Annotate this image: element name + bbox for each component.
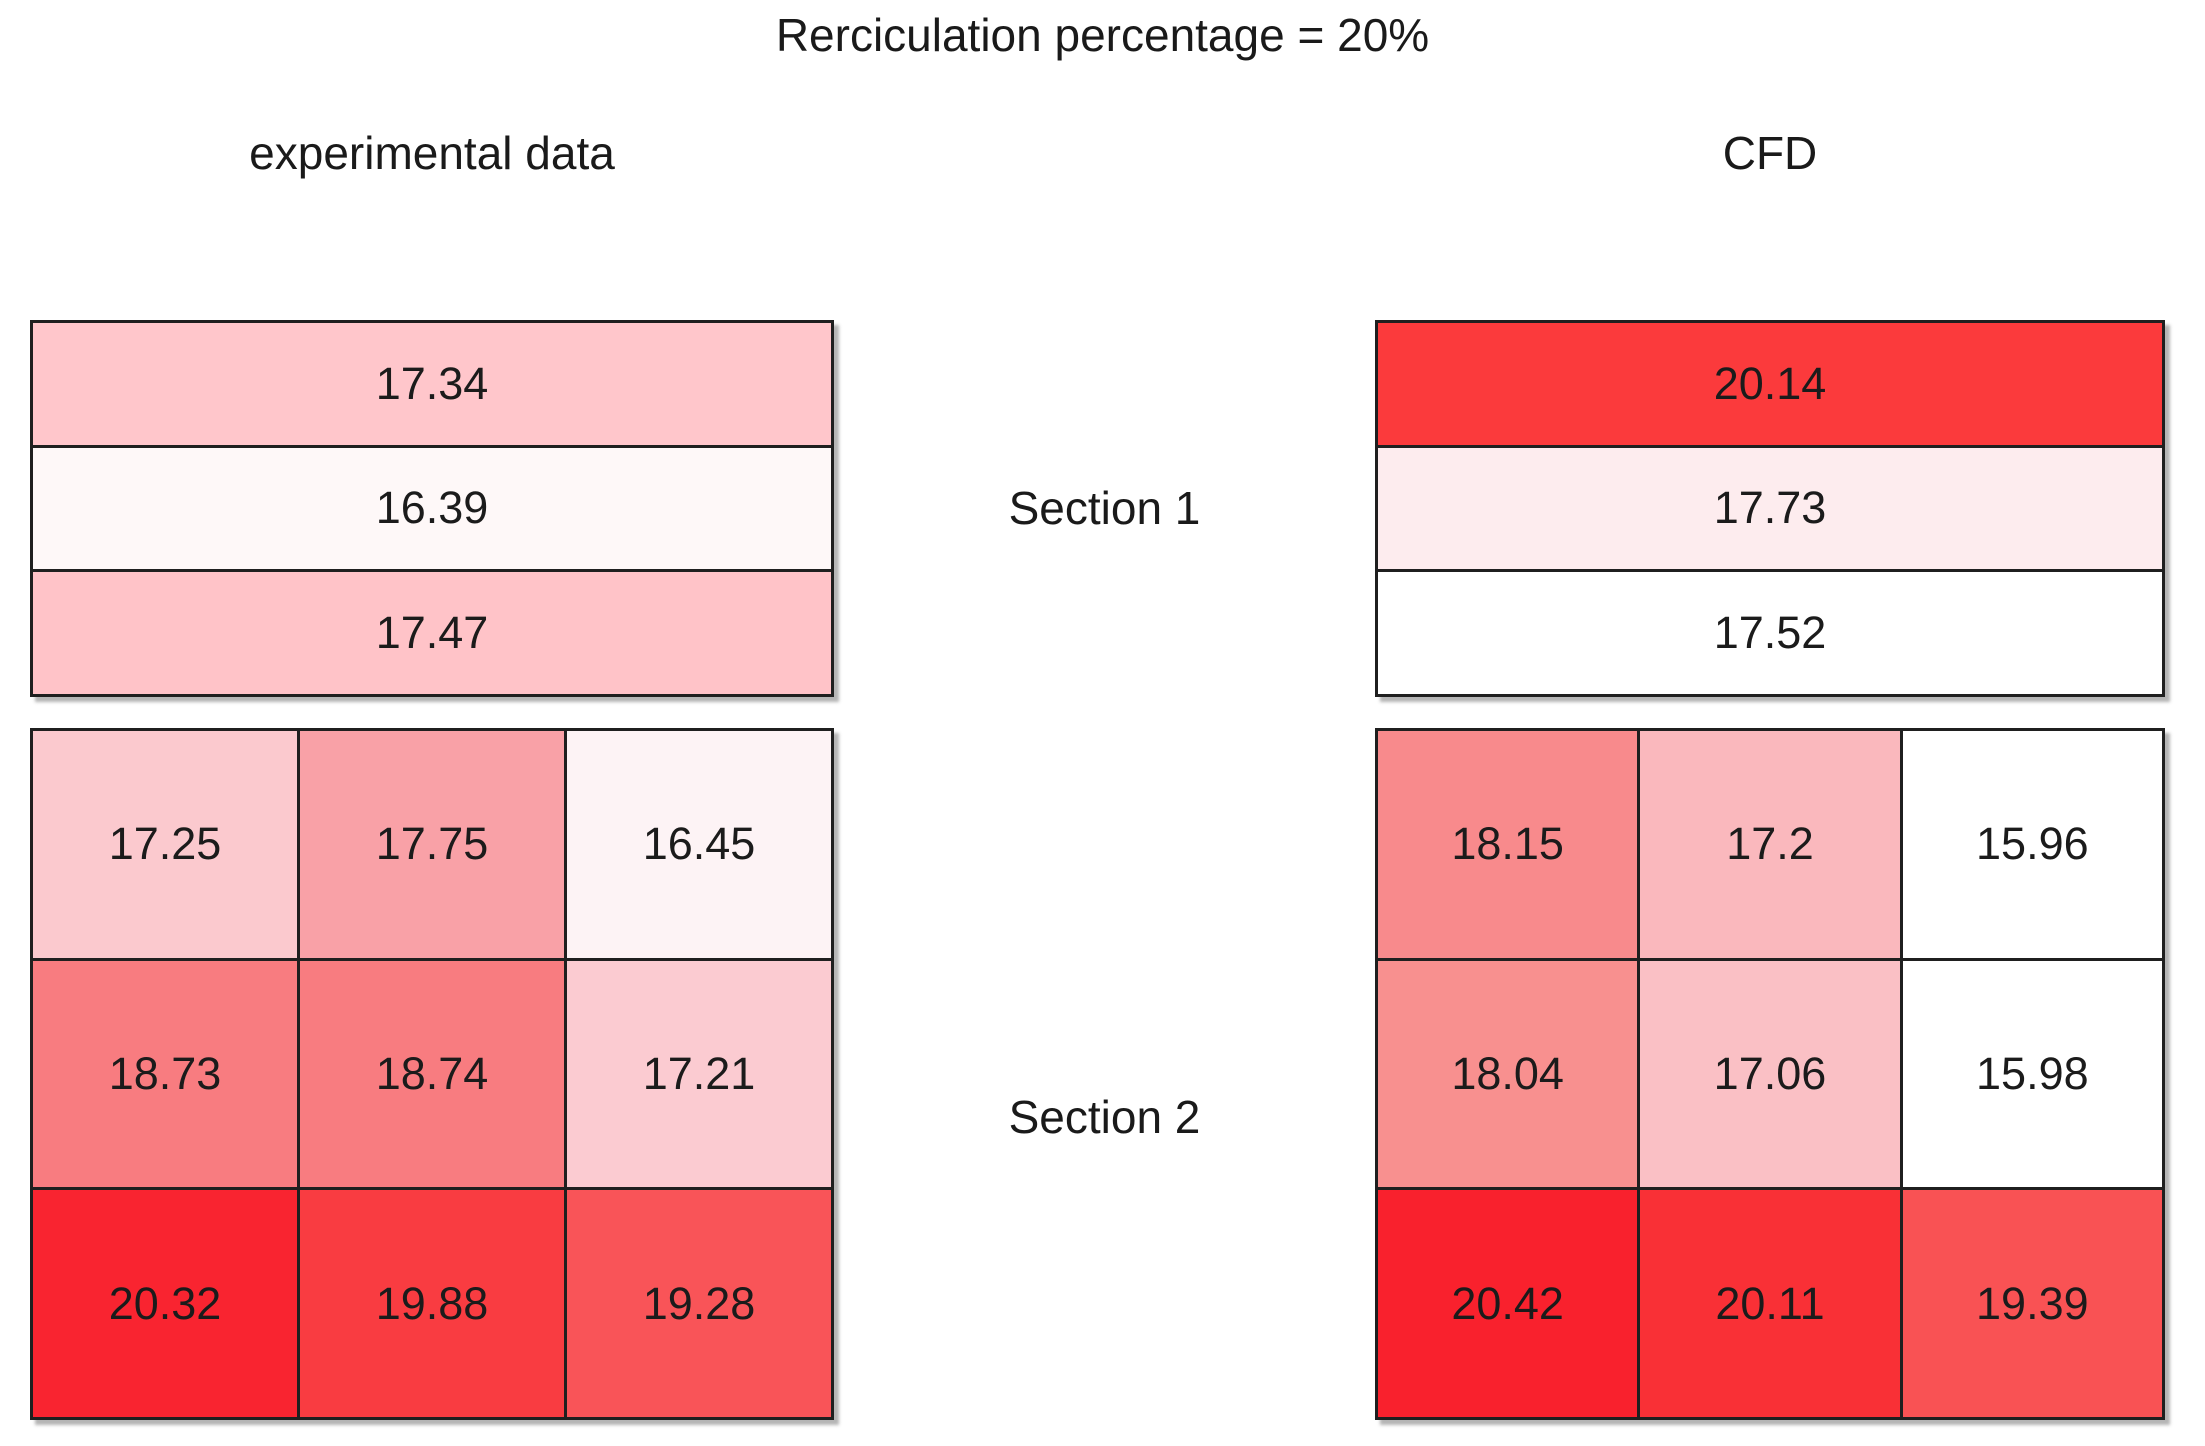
heatmap-cell: 17.75 xyxy=(300,731,564,958)
heatmap-cell: 18.04 xyxy=(1378,960,1638,1188)
heatmap-cell: 17.21 xyxy=(567,960,831,1188)
heatmap-cell: 18.15 xyxy=(1378,731,1638,958)
heatmap-cell: 17.34 xyxy=(33,323,831,445)
heatmap-cell: 18.74 xyxy=(300,960,564,1188)
figure-title: Rerciculation percentage = 20% xyxy=(775,9,1430,61)
heatmap-cell: 17.2 xyxy=(1640,731,1900,958)
heatmap-cell: 17.47 xyxy=(33,572,831,694)
panel-label-experimental: experimental data xyxy=(249,127,615,179)
heatmap-cell: 20.11 xyxy=(1640,1190,1900,1417)
heatmap-cell: 20.42 xyxy=(1378,1190,1638,1417)
heatmap-cfd-section1: 20.14 17.73 17.52 xyxy=(1375,320,2165,697)
heatmap-cell: 17.73 xyxy=(1378,447,2162,570)
heatmap-cell: 17.25 xyxy=(33,731,297,958)
heatmap-experimental-section1: 17.34 16.39 17.47 xyxy=(30,320,834,697)
heatmap-cell: 16.45 xyxy=(567,731,831,958)
section-label-2: Section 2 xyxy=(1008,1091,1201,1143)
panel-label-cfd: CFD xyxy=(1722,127,1818,179)
heatmap-cfd-section2: 18.15 17.2 15.96 18.04 17.06 15.98 20.42… xyxy=(1375,728,2165,1420)
section-label-1: Section 1 xyxy=(1008,482,1201,534)
heatmap-cell: 19.28 xyxy=(567,1190,831,1417)
heatmap-cell: 19.88 xyxy=(300,1190,564,1417)
heatmap-cell: 15.96 xyxy=(1902,731,2162,958)
heatmap-cell: 15.98 xyxy=(1902,960,2162,1188)
heatmap-cell: 16.39 xyxy=(33,447,831,570)
heatmap-cell: 20.14 xyxy=(1378,323,2162,445)
heatmap-cell: 18.73 xyxy=(33,960,297,1188)
heatmap-cell: 17.52 xyxy=(1378,572,2162,694)
heatmap-cell: 19.39 xyxy=(1902,1190,2162,1417)
heatmap-cell: 20.32 xyxy=(33,1190,297,1417)
heatmap-cell: 17.06 xyxy=(1640,960,1900,1188)
heatmap-experimental-section2: 17.25 17.75 16.45 18.73 18.74 17.21 20.3… xyxy=(30,728,834,1420)
